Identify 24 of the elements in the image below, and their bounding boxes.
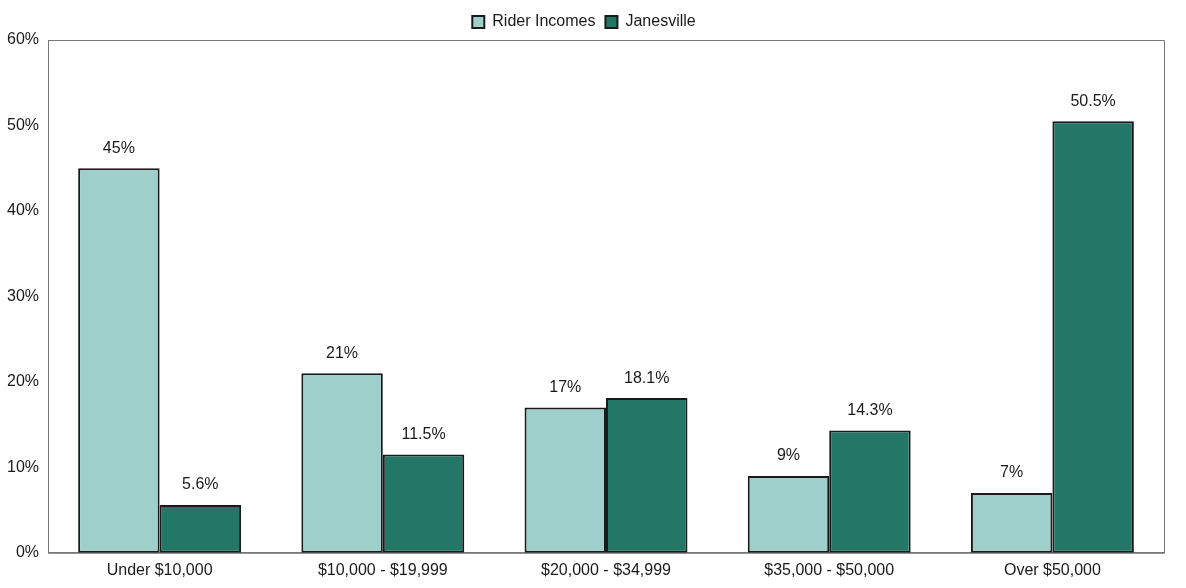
data-label: 9% (776, 446, 801, 464)
y-tick-label: 60% (6, 30, 40, 48)
y-tick-label: 50% (6, 115, 40, 133)
data-label: 50.5% (1070, 91, 1116, 109)
data-label: 5.6% (182, 475, 219, 493)
legend-label: Janesville (625, 12, 696, 30)
data-label: 21% (326, 343, 359, 361)
y-tick-label: 10% (6, 457, 40, 475)
x-tick-label: Under $10,000 (106, 560, 213, 578)
y-tick-label: 20% (6, 372, 40, 390)
x-tick-label: $10,000 - $19,999 (317, 560, 448, 578)
x-tick-label: $20,000 - $34,999 (541, 560, 672, 578)
data-label: 14.3% (847, 400, 893, 418)
x-tick-label: $35,000 - $50,000 (764, 560, 895, 578)
data-label: 45% (102, 138, 135, 156)
data-label: 11.5% (401, 424, 446, 442)
legend-label: Rider Incomes (492, 12, 596, 30)
y-tick-label: 30% (6, 286, 40, 304)
x-tick-label: Over $50,000 (1003, 560, 1101, 578)
y-tick-label: 40% (6, 201, 40, 219)
y-tick-label: 0% (15, 543, 40, 561)
data-label: 7% (1000, 463, 1024, 481)
data-label: 17% (549, 377, 582, 395)
data-label: 18.1% (624, 368, 670, 386)
